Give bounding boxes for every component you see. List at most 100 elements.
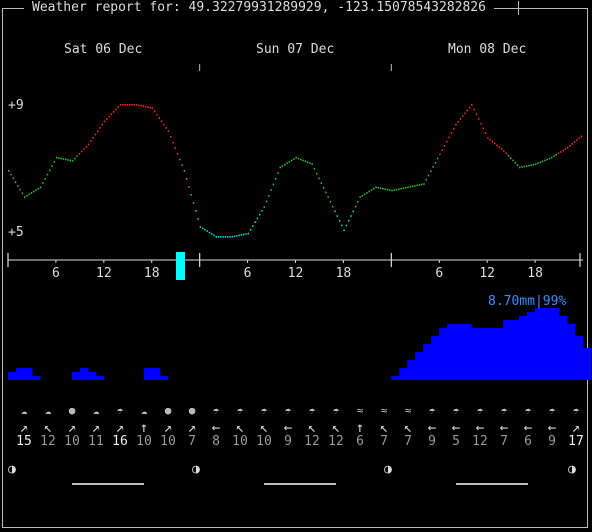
temp-point (297, 157, 300, 160)
precip-bar (143, 368, 153, 380)
temp-point (573, 141, 576, 143)
wind-direction-icon: ← (499, 420, 509, 436)
temp-point (551, 156, 553, 159)
temp-point (382, 187, 384, 190)
temp-point (245, 233, 247, 235)
hour-label: 18 (527, 266, 543, 281)
temp-point (509, 157, 512, 159)
precip-bar (23, 368, 33, 380)
temp-point (188, 186, 190, 188)
temp-point (578, 137, 580, 140)
temp-point (199, 226, 202, 228)
temp-point (231, 236, 234, 238)
wind-speed: 8 (212, 434, 220, 449)
temp-point (316, 172, 318, 175)
temp-point (455, 123, 457, 126)
temp-point (386, 188, 389, 191)
day-label-sun: Sun 07 Dec (256, 42, 335, 57)
temp-point (170, 136, 172, 138)
temp-point (407, 186, 409, 189)
hour-label: 6 (435, 266, 444, 281)
temp-point (135, 104, 138, 106)
temp-point (154, 110, 156, 113)
temp-point (147, 106, 149, 108)
precip-bar (431, 336, 440, 380)
wind-direction-icon: ↖ (307, 420, 317, 436)
temp-point (138, 104, 140, 107)
precip-bar (95, 376, 105, 380)
temp-point (37, 187, 40, 190)
hour-label: 12 (287, 266, 304, 281)
wind-direction-icon: ↑ (139, 420, 149, 436)
temp-point (384, 188, 386, 190)
temp-point (539, 161, 542, 164)
temp-point (416, 184, 418, 187)
temp-point (357, 201, 359, 203)
temp-point (557, 152, 560, 155)
temp-point (336, 215, 338, 217)
temp-point (313, 168, 316, 170)
temp-point (233, 235, 236, 238)
temp-point (151, 107, 154, 109)
wind-direction-icon: ← (211, 420, 221, 436)
temp-point (516, 164, 519, 166)
precip-bar (519, 316, 528, 380)
wind-direction-icon: ↗ (115, 420, 125, 436)
temp-point (35, 189, 37, 191)
temp-point (320, 182, 322, 184)
temp-point (167, 130, 170, 132)
temp-point (400, 187, 402, 190)
temp-point (327, 196, 329, 198)
temp-point (519, 166, 521, 169)
temp-point (425, 178, 427, 181)
temp-point (409, 186, 411, 188)
temp-point (270, 189, 272, 191)
moon-phase-icon: ◑ (384, 462, 392, 477)
current-time-marker (176, 252, 185, 280)
temp-point (375, 186, 377, 189)
temp-point (71, 160, 74, 162)
temp-point (452, 128, 455, 130)
precip-bar (71, 372, 81, 380)
wind-speed: 15 (16, 434, 32, 449)
temp-point (523, 165, 526, 168)
temp-point (222, 236, 224, 238)
wind-speed: 12 (40, 434, 56, 449)
temp-point (174, 147, 176, 149)
temp-point (473, 108, 475, 111)
wind-speed: 7 (404, 434, 412, 449)
wind-speed: 10 (64, 434, 80, 449)
temp-point (55, 156, 58, 159)
temp-point (201, 227, 204, 230)
wind-direction-icon: ↗ (19, 420, 29, 436)
temp-point (208, 231, 211, 234)
precip-bar (399, 368, 408, 380)
temp-point (475, 113, 478, 116)
temp-point (81, 150, 83, 153)
hour-label: 6 (51, 266, 60, 281)
temp-point (227, 236, 229, 238)
rain-icon: ☂ (476, 404, 484, 417)
temp-point (512, 159, 514, 162)
temp-point (548, 157, 551, 160)
temp-point (494, 142, 496, 145)
hour-label: 12 (96, 266, 112, 281)
temp-point (414, 185, 416, 187)
hour-label: 18 (143, 266, 160, 281)
temp-point (115, 108, 117, 111)
temp-point (62, 158, 65, 160)
rain-icon: ☂ (452, 404, 460, 417)
fog-icon: ☁ (92, 404, 100, 417)
temp-point (23, 196, 26, 198)
temp-point (391, 189, 393, 192)
temp-point (370, 189, 373, 191)
wind-direction-icon: ↖ (259, 420, 269, 436)
temp-point (379, 187, 382, 190)
precip-bar (583, 348, 592, 380)
temp-point (546, 158, 548, 161)
temp-point (272, 183, 275, 186)
temp-point (393, 189, 396, 191)
precip-bar (151, 368, 161, 380)
temp-point (215, 236, 218, 238)
moon-phase-icon: ◑ (568, 462, 576, 477)
